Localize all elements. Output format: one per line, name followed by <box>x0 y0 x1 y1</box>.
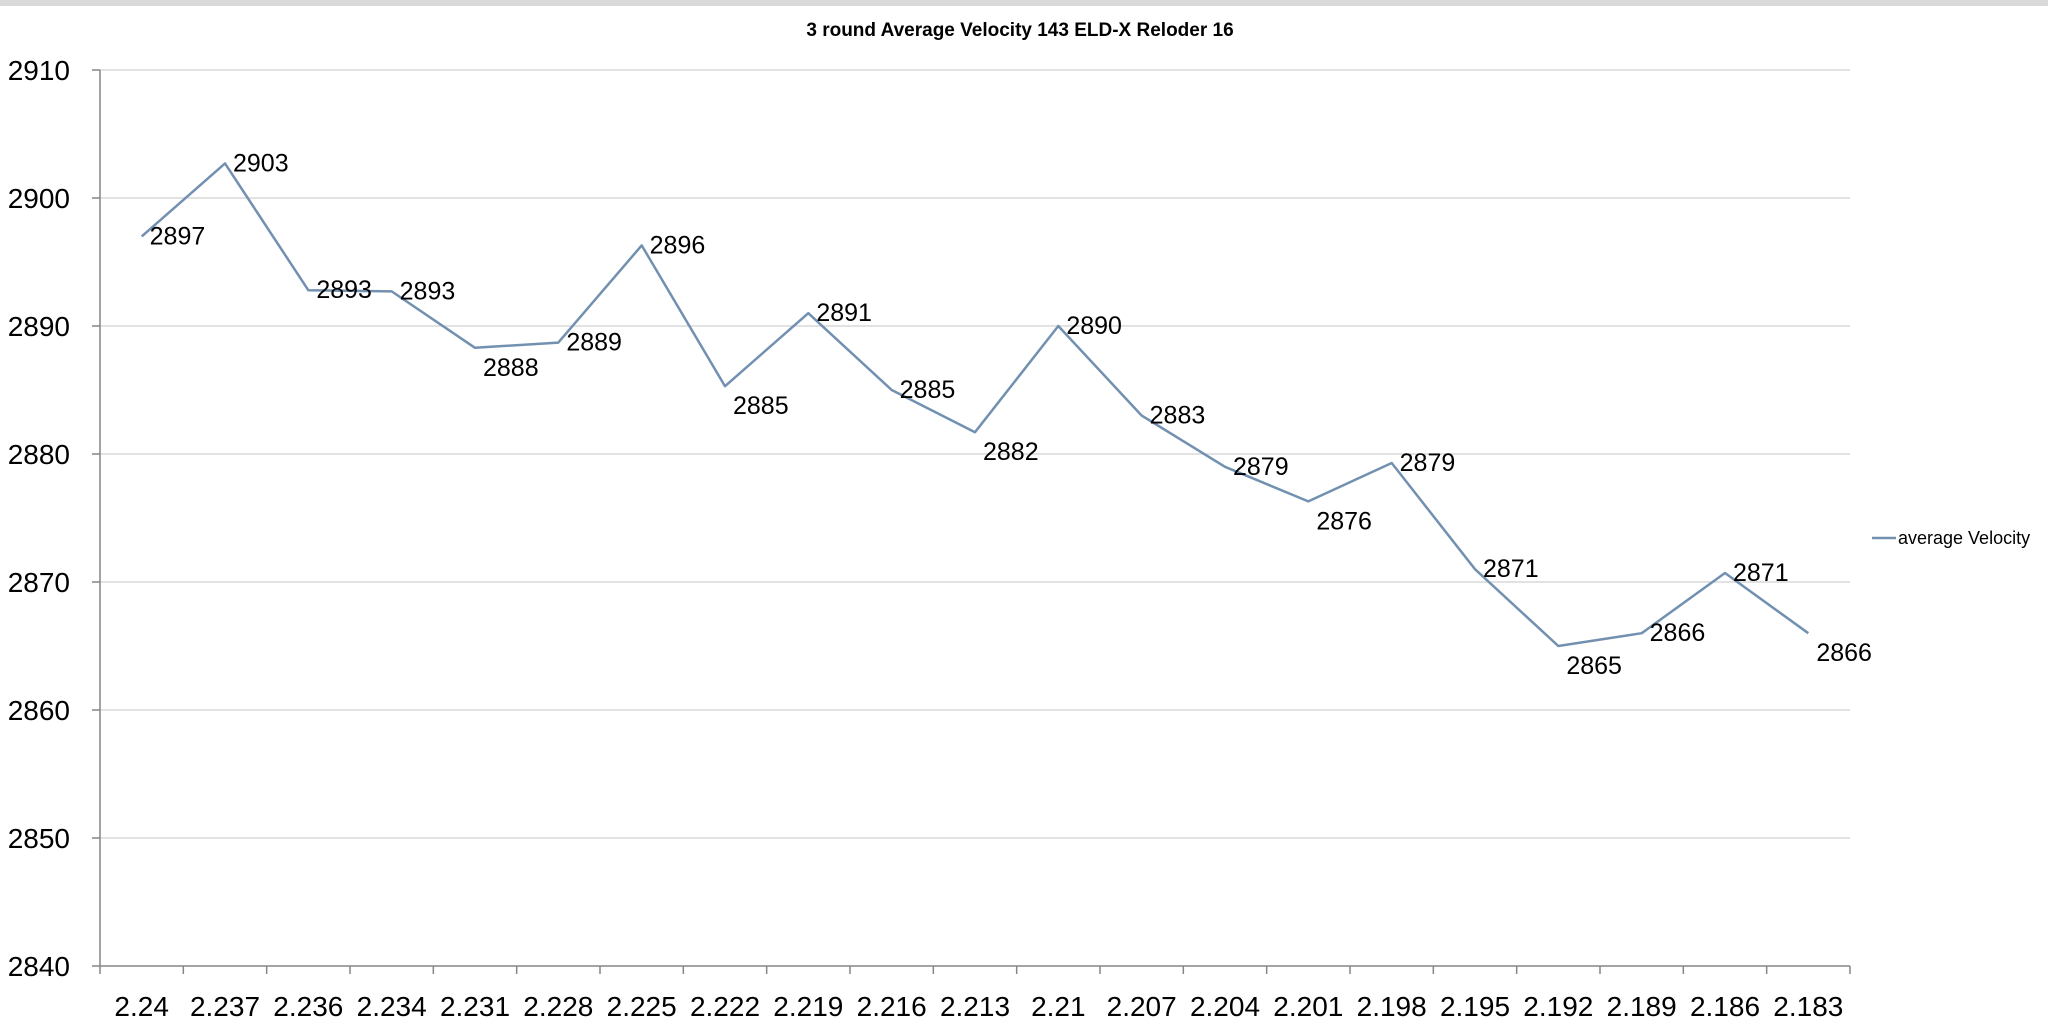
top-edge-strip <box>0 0 2048 6</box>
data-label: 2893 <box>400 277 456 305</box>
x-tick-label: 2.195 <box>1440 991 1510 1022</box>
data-label: 2866 <box>1816 639 1872 667</box>
data-label: 2885 <box>900 376 956 404</box>
data-label: 2879 <box>1233 453 1289 481</box>
legend: average Velocity <box>1872 528 2030 548</box>
data-label: 2888 <box>483 354 539 382</box>
y-tick-label: 2900 <box>8 183 70 214</box>
x-tick-label: 2.207 <box>1107 991 1177 1022</box>
x-tick-label: 2.204 <box>1190 991 1260 1022</box>
data-label: 2876 <box>1316 507 1372 535</box>
gridlines <box>100 69 1850 839</box>
data-label: 2897 <box>150 222 206 250</box>
x-tick-label: 2.21 <box>1031 991 1086 1022</box>
x-tick-label: 2.186 <box>1690 991 1760 1022</box>
data-label: 2891 <box>816 299 872 327</box>
axes <box>92 69 1851 974</box>
data-label: 2871 <box>1483 555 1539 583</box>
y-tick-label: 2860 <box>8 695 70 726</box>
data-label: 2903 <box>233 149 289 177</box>
data-label: 2890 <box>1066 312 1122 340</box>
data-label: 2866 <box>1650 619 1706 647</box>
x-tick-label: 2.213 <box>940 991 1010 1022</box>
x-tick-label: 2.192 <box>1523 991 1593 1022</box>
data-label: 2883 <box>1150 402 1206 430</box>
x-axis-tick-labels: 2.24 2.237 2.236 2.234 2.231 2.228 2.225 2.222 2… <box>114 991 1843 1022</box>
data-label: 2896 <box>650 231 706 259</box>
x-tick-label: 2.183 <box>1773 991 1843 1022</box>
y-tick-label: 2840 <box>8 951 70 982</box>
y-tick-label: 2890 <box>8 311 70 342</box>
data-label: 2871 <box>1733 559 1789 587</box>
series-lines <box>140 162 1810 648</box>
data-label: 2885 <box>733 392 789 420</box>
y-axis-tick-labels: 2840 2850 2860 2870 2880 2890 2900 2910 <box>8 55 70 982</box>
legend-label-average-velocity: average Velocity <box>1898 528 2030 548</box>
data-label: 2889 <box>566 329 622 357</box>
y-tick-label: 2880 <box>8 439 70 470</box>
series-line-average-velocity <box>140 162 1810 648</box>
x-tick-label: 2.228 <box>523 991 593 1022</box>
x-tick-label: 2.234 <box>357 991 427 1022</box>
x-tick-label: 2.216 <box>857 991 927 1022</box>
y-tick-label: 2850 <box>8 823 70 854</box>
x-tick-label: 2.236 <box>273 991 343 1022</box>
x-tick-label: 2.237 <box>190 991 260 1022</box>
x-tick-label: 2.201 <box>1273 991 1343 1022</box>
y-tick-label: 2870 <box>8 567 70 598</box>
data-label: 2893 <box>316 276 372 304</box>
x-tick-label: 2.24 <box>114 991 169 1022</box>
x-tick-label: 2.225 <box>607 991 677 1022</box>
data-label: 2879 <box>1400 449 1456 477</box>
chart-title: 3 round Average Velocity 143 ELD-X Relod… <box>806 20 1233 41</box>
x-tick-label: 2.222 <box>690 991 760 1022</box>
data-label: 2882 <box>983 438 1039 466</box>
data-labels: 2897 2903 2893 2893 2888 2889 2896 2885 2891 2885… <box>150 149 1872 680</box>
x-tick-label: 2.231 <box>440 991 510 1022</box>
data-label: 2865 <box>1566 652 1622 680</box>
x-tick-label: 2.219 <box>773 991 843 1022</box>
x-tick-label: 2.198 <box>1357 991 1427 1022</box>
y-tick-label: 2910 <box>8 55 70 86</box>
x-tick-label: 2.189 <box>1607 991 1677 1022</box>
